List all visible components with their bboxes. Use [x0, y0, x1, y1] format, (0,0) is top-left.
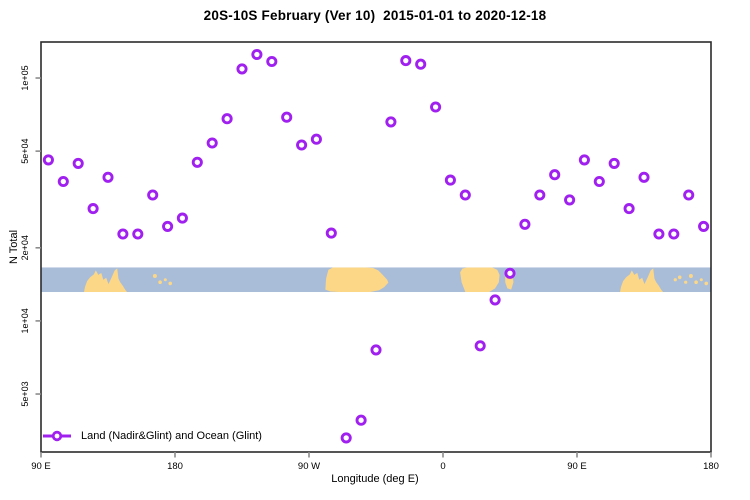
land-australia-wrap [620, 268, 664, 293]
data-point [698, 220, 710, 232]
land-island-dot [694, 280, 698, 284]
data-point [296, 139, 308, 151]
land-island-dot [673, 278, 677, 282]
land-island-dot [684, 280, 688, 284]
data-point [251, 48, 263, 61]
x-tick-label: 90 W [298, 461, 320, 472]
land-island-dot [152, 274, 157, 279]
y-tick-label: 5e+03 [20, 381, 30, 406]
data-point [147, 189, 159, 201]
plot-box [40, 41, 712, 453]
x-axis-title: Longitude (deg E) [331, 473, 419, 485]
data-point [459, 189, 471, 201]
data-point [57, 175, 69, 188]
legend-marker-icon [43, 430, 71, 442]
data-point [266, 55, 278, 68]
data-point [400, 55, 412, 67]
data-point [310, 133, 322, 145]
data-point [102, 171, 114, 183]
data-point [370, 344, 382, 356]
data-point [42, 154, 54, 166]
data-point [504, 267, 516, 279]
data-point [415, 58, 427, 70]
data-point [206, 137, 218, 149]
land-island-dot [688, 274, 693, 279]
data-point [236, 63, 248, 75]
land-australia [84, 268, 128, 293]
data-point [221, 113, 233, 125]
data-point [623, 203, 635, 215]
data-point [519, 218, 531, 230]
scatter-series [42, 48, 710, 444]
data-point [608, 157, 620, 169]
land-island-dot [677, 275, 682, 280]
x-tick-label: 180 [167, 461, 183, 472]
y-tick-label: 5e+04 [20, 138, 30, 163]
data-point [668, 228, 680, 240]
data-point [340, 432, 352, 444]
x-tick-label: 180 [703, 461, 719, 472]
legend: Land (Nadir&Glint) and Ocean (Glint) [42, 430, 262, 442]
data-point [564, 194, 576, 206]
y-tick-label: 2e+04 [20, 235, 30, 260]
data-point [683, 189, 695, 201]
land-island-dot [699, 278, 703, 282]
data-point [638, 171, 650, 183]
data-point [162, 220, 174, 232]
data-point [281, 111, 293, 123]
data-point [117, 228, 129, 240]
data-point [549, 169, 561, 181]
data-point [132, 228, 144, 240]
y-tick-label: 1e+05 [20, 65, 30, 90]
data-point [593, 175, 605, 188]
x-tick-label: 90 E [31, 461, 51, 472]
data-point [355, 414, 367, 426]
data-point [534, 189, 546, 201]
data-point [176, 212, 188, 224]
data-point [72, 157, 84, 169]
data-point [474, 340, 486, 352]
data-point [489, 294, 501, 306]
data-point [578, 154, 590, 166]
data-point [385, 116, 397, 128]
legend-label: Land (Nadir&Glint) and Ocean (Glint) [81, 430, 262, 442]
data-point [653, 228, 665, 240]
map-band-land-group [84, 267, 709, 293]
data-point [325, 227, 337, 239]
land-island-dot [158, 280, 162, 284]
land-island-dot [163, 278, 167, 282]
data-point [87, 203, 99, 215]
y-tick-label: 1e+04 [20, 308, 30, 333]
data-point [430, 101, 442, 113]
land-island-dot [168, 281, 173, 286]
x-tick-label: 90 E [567, 461, 587, 472]
land-south-america [325, 267, 389, 293]
land-island-dot [704, 281, 709, 286]
land-africa [460, 267, 500, 293]
data-point [191, 156, 203, 168]
chart-title: 20S-10S February (Ver 10) 2015-01-01 to … [203, 8, 547, 23]
x-tick-label: 0 [440, 461, 445, 472]
data-point [444, 174, 456, 186]
